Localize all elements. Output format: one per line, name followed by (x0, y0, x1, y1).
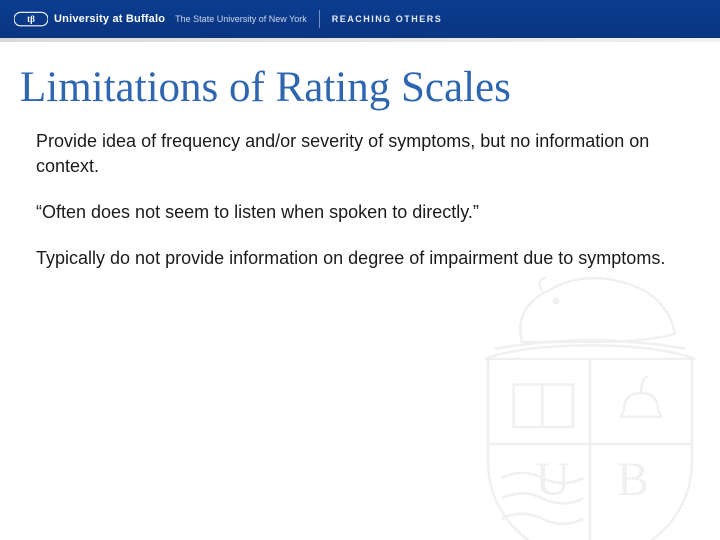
tagline: REACHING OTHERS (332, 14, 443, 24)
body-paragraph: Provide idea of frequency and/or severit… (36, 129, 684, 178)
institution-name-bold: University at Buffalo (54, 13, 165, 25)
svg-text:B: B (617, 454, 649, 506)
slide-title: Limitations of Rating Scales (0, 42, 720, 119)
svg-text:tβ: tβ (27, 14, 35, 24)
body-paragraph: “Often does not seem to listen when spok… (36, 200, 684, 224)
slide: tβ University at Buffalo The State Unive… (0, 0, 720, 540)
logo: tβ University at Buffalo The State Unive… (14, 8, 307, 30)
svg-text:U: U (536, 454, 570, 506)
body-paragraph: Typically do not provide information on … (36, 246, 684, 270)
logo-mark-icon: tβ (14, 8, 48, 30)
header-bar: tβ University at Buffalo The State Unive… (0, 0, 720, 38)
crest-watermark-icon: U B (420, 240, 720, 540)
institution-name-light: The State University of New York (175, 14, 307, 24)
divider-icon (319, 10, 320, 28)
slide-body: Provide idea of frequency and/or severit… (0, 119, 720, 270)
